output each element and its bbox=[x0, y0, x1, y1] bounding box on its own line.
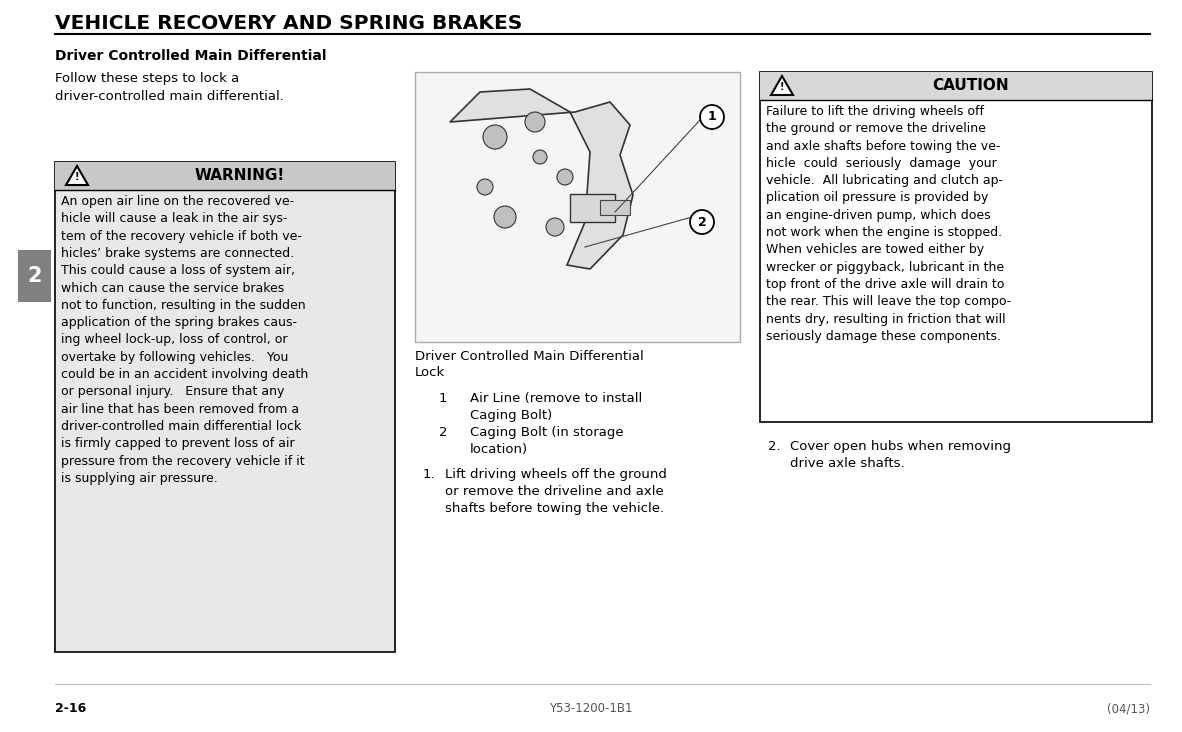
FancyBboxPatch shape bbox=[760, 72, 1152, 100]
Text: !: ! bbox=[780, 82, 784, 92]
Text: 1: 1 bbox=[439, 392, 447, 405]
Circle shape bbox=[700, 105, 725, 129]
Circle shape bbox=[546, 218, 564, 236]
Circle shape bbox=[494, 206, 517, 228]
Text: Driver Controlled Main Differential: Driver Controlled Main Differential bbox=[415, 350, 644, 363]
Text: CAUTION: CAUTION bbox=[933, 78, 1009, 94]
Circle shape bbox=[690, 210, 714, 234]
Circle shape bbox=[478, 179, 493, 195]
Polygon shape bbox=[66, 166, 87, 185]
Text: 1.: 1. bbox=[423, 468, 436, 481]
Polygon shape bbox=[450, 89, 634, 269]
Text: 2-16: 2-16 bbox=[56, 702, 86, 715]
FancyBboxPatch shape bbox=[18, 250, 51, 302]
FancyBboxPatch shape bbox=[570, 194, 615, 222]
Text: VEHICLE RECOVERY AND SPRING BRAKES: VEHICLE RECOVERY AND SPRING BRAKES bbox=[56, 14, 522, 33]
Text: 1: 1 bbox=[708, 111, 716, 124]
FancyBboxPatch shape bbox=[760, 72, 1152, 422]
Circle shape bbox=[533, 150, 547, 164]
FancyBboxPatch shape bbox=[56, 162, 395, 652]
FancyBboxPatch shape bbox=[56, 162, 395, 190]
Text: 2: 2 bbox=[439, 426, 447, 439]
Text: Lock: Lock bbox=[415, 366, 446, 379]
Circle shape bbox=[557, 169, 573, 185]
Text: Cover open hubs when removing
drive axle shafts.: Cover open hubs when removing drive axle… bbox=[790, 440, 1011, 470]
Text: Air Line (remove to install
Caging Bolt): Air Line (remove to install Caging Bolt) bbox=[470, 392, 642, 422]
Text: 2: 2 bbox=[697, 215, 707, 228]
Text: Lift driving wheels off the ground
or remove the driveline and axle
shafts befor: Lift driving wheels off the ground or re… bbox=[444, 468, 667, 515]
Text: Y53-1200-1B1: Y53-1200-1B1 bbox=[550, 702, 632, 715]
Polygon shape bbox=[771, 76, 793, 95]
Circle shape bbox=[525, 112, 545, 132]
Text: An open air line on the recovered ve-
hicle will cause a leak in the air sys-
te: An open air line on the recovered ve- hi… bbox=[61, 195, 309, 485]
Text: WARNING!: WARNING! bbox=[195, 168, 285, 184]
Text: !: ! bbox=[74, 172, 79, 182]
Text: Failure to lift the driving wheels off
the ground or remove the driveline
and ax: Failure to lift the driving wheels off t… bbox=[766, 105, 1012, 343]
FancyBboxPatch shape bbox=[415, 72, 740, 342]
FancyBboxPatch shape bbox=[600, 200, 630, 215]
Circle shape bbox=[483, 125, 507, 149]
Text: (04/13): (04/13) bbox=[1108, 702, 1150, 715]
Text: Caging Bolt (in storage
location): Caging Bolt (in storage location) bbox=[470, 426, 624, 456]
Text: 2.: 2. bbox=[768, 440, 780, 453]
Text: Driver Controlled Main Differential: Driver Controlled Main Differential bbox=[56, 49, 326, 63]
Text: 2: 2 bbox=[27, 266, 41, 286]
Text: Follow these steps to lock a
driver-controlled main differential.: Follow these steps to lock a driver-cont… bbox=[56, 72, 284, 103]
